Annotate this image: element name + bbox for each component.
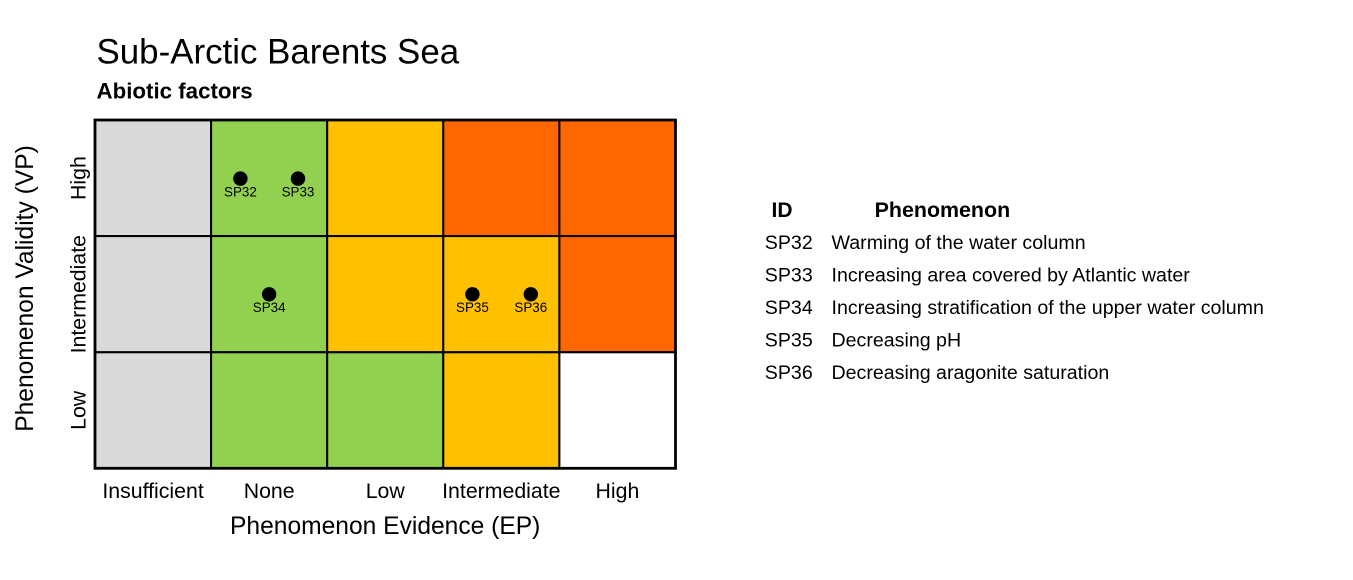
svg-text:Increasing stratification of t: Increasing stratification of the upper w… [832, 297, 1264, 319]
svg-text:SP34: SP34 [253, 300, 286, 315]
svg-text:Abiotic factors: Abiotic factors [97, 79, 253, 104]
svg-text:SP35: SP35 [456, 300, 489, 315]
svg-text:Insufficient: Insufficient [102, 479, 204, 503]
svg-text:Phenomenon: Phenomenon [875, 198, 1010, 222]
svg-text:Phenomenon Validity (VP): Phenomenon Validity (VP) [12, 145, 39, 432]
svg-text:SP33: SP33 [765, 265, 813, 287]
svg-text:Phenomenon Evidence (EP): Phenomenon Evidence (EP) [230, 513, 540, 540]
svg-text:Sub-Arctic Barents Sea: Sub-Arctic Barents Sea [97, 33, 460, 72]
svg-text:Decreasing aragonite saturatio: Decreasing aragonite saturation [832, 362, 1110, 384]
svg-text:Warming of the water column: Warming of the water column [832, 232, 1086, 254]
svg-text:Intermediate: Intermediate [442, 479, 560, 503]
svg-text:Decreasing pH: Decreasing pH [832, 329, 962, 351]
svg-text:Low: Low [366, 479, 406, 503]
svg-text:SP34: SP34 [765, 297, 813, 319]
svg-text:SP35: SP35 [765, 329, 813, 351]
svg-text:SP32: SP32 [765, 232, 813, 254]
svg-text:Increasing area covered by Atl: Increasing area covered by Atlantic wate… [832, 265, 1191, 287]
svg-text:Intermediate: Intermediate [66, 235, 90, 353]
svg-text:High: High [66, 156, 90, 200]
svg-text:ID: ID [772, 199, 793, 222]
svg-text:None: None [244, 479, 295, 503]
svg-text:Low: Low [66, 390, 90, 430]
svg-text:SP36: SP36 [765, 362, 813, 384]
svg-text:SP33: SP33 [282, 184, 315, 199]
svg-text:SP36: SP36 [514, 300, 547, 315]
svg-text:High: High [596, 479, 640, 503]
svg-text:SP32: SP32 [224, 184, 257, 199]
